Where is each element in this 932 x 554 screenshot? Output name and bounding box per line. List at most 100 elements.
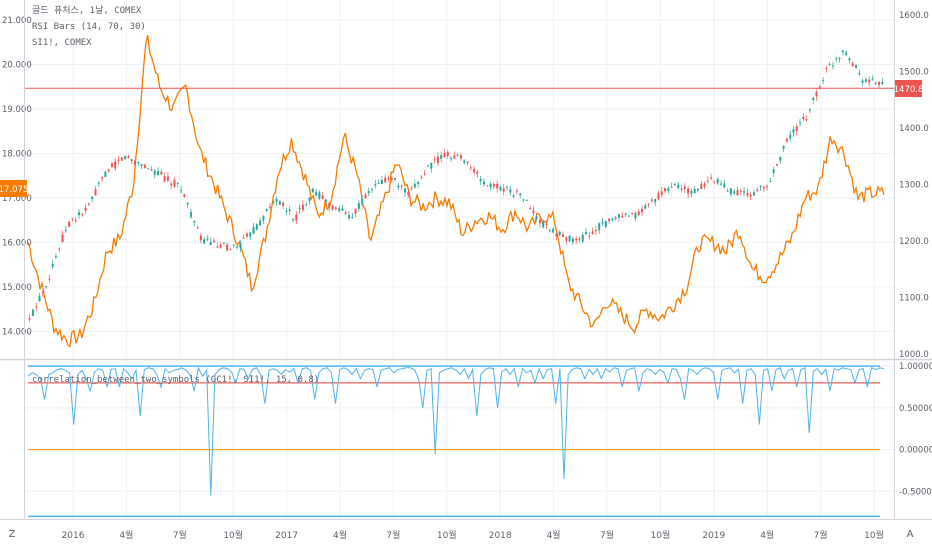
gold-candle	[776, 163, 778, 167]
gold-candle	[209, 237, 212, 246]
gold-candle	[496, 180, 499, 193]
gold-candle	[515, 187, 518, 195]
gold-candle	[213, 238, 216, 244]
time-tick-label: 7월	[600, 529, 614, 541]
gold-candle	[555, 232, 558, 241]
indicator-legend[interactable]: correlation_between_two_symbols (GC1!, S…	[32, 375, 319, 385]
gold-candle	[94, 186, 97, 196]
gold-candle	[173, 177, 176, 188]
gold-candle	[143, 163, 146, 169]
gold-candle	[749, 191, 752, 200]
gold-candle	[110, 162, 113, 169]
gold-candle	[397, 183, 400, 190]
gold-candle	[295, 211, 298, 224]
gold-candle	[848, 56, 851, 64]
gold-candle	[344, 210, 347, 215]
gold-candle	[509, 185, 512, 196]
right-axis-tick-label: 1100.0	[899, 294, 929, 304]
gold-candle	[855, 64, 858, 70]
gold-candle	[311, 187, 314, 193]
time-axis[interactable]: 2016 4월 7월 10월 2017 4월 7월 10월 2018 4월 7월 10월 2019 4월 7…	[62, 529, 884, 541]
gold-candle	[134, 160, 136, 167]
gold-candle	[268, 203, 271, 211]
gold-candle	[446, 149, 449, 159]
gold-candle	[407, 189, 410, 198]
gold-candle	[466, 161, 469, 166]
main-pane-background[interactable]	[24, 0, 894, 358]
gold-candle	[459, 153, 462, 161]
gold-candle	[762, 185, 765, 193]
gold-candle	[324, 199, 327, 207]
gold-candle	[371, 187, 374, 194]
gold-candles	[28, 49, 884, 322]
gold-candle	[673, 183, 676, 187]
gold-candle	[430, 162, 433, 173]
gold-candle	[795, 123, 798, 136]
gold-candle	[581, 232, 584, 244]
gold-candle	[532, 206, 535, 216]
time-tick-label: 2017	[275, 531, 298, 541]
right-price-tag-label: 1470.8	[894, 85, 924, 95]
main-price-pane[interactable]: 21.000 20.000 19.000 18.000 17.000 16.000 15.0…	[2, 0, 929, 360]
gold-candle	[726, 188, 729, 192]
gold-candle	[624, 212, 627, 218]
timezone-z-label[interactable]: Z	[9, 529, 16, 540]
time-tick-label: 10월	[864, 529, 884, 541]
gold-candle	[545, 220, 548, 230]
gold-candle	[163, 172, 166, 183]
gold-candle	[670, 182, 673, 188]
gold-candle	[565, 236, 568, 245]
gold-candle	[522, 198, 525, 203]
gold-candle	[278, 199, 281, 205]
gold-candle	[647, 203, 650, 208]
gold-candle	[78, 209, 81, 219]
gold-candle	[818, 84, 821, 90]
gold-candle	[410, 185, 413, 191]
gold-candle	[288, 206, 291, 216]
gold-candle	[677, 181, 680, 190]
gold-candle	[861, 78, 864, 87]
gold-candle	[114, 158, 117, 171]
gold-candle	[591, 227, 594, 235]
gold-candle	[864, 77, 867, 84]
right-price-axis[interactable]: 1600.0 1500.0 1400.0 1300.0 1200.0 1100.0 1000…	[899, 11, 929, 360]
gold-candle	[196, 225, 199, 229]
gold-candle	[374, 179, 377, 189]
gold-candle	[752, 189, 755, 196]
time-tick-label: 7월	[173, 529, 187, 541]
gold-candle	[193, 220, 196, 227]
gold-candle	[456, 153, 459, 157]
gold-candle	[334, 206, 337, 211]
gold-candle	[71, 218, 74, 222]
gold-candle	[380, 175, 383, 185]
gold-candle	[367, 187, 370, 197]
gold-candle	[874, 81, 877, 85]
gold-candle	[881, 78, 884, 86]
time-tick-label: 4월	[333, 529, 347, 541]
main-grid	[24, 0, 894, 358]
gold-candle	[739, 188, 742, 196]
gold-candle	[272, 199, 275, 205]
gold-candle	[733, 188, 736, 196]
gold-candle	[298, 204, 301, 214]
gold-candle	[84, 204, 87, 214]
gold-candle	[871, 75, 874, 81]
auto-scale-a-label[interactable]: A	[907, 529, 914, 540]
gold-candle	[81, 212, 84, 217]
time-tick-label: 10월	[223, 529, 243, 541]
symbol-legend[interactable]: 골드 퓨처스, 1날, COMEX	[32, 4, 142, 16]
gold-candle	[486, 184, 489, 187]
gold-candle	[631, 212, 634, 216]
gold-candle	[361, 194, 364, 207]
gold-candle	[219, 241, 222, 250]
left-price-axis[interactable]: 21.000 20.000 19.000 18.000 17.000 16.000 15.0…	[2, 16, 32, 337]
gold-candle	[387, 175, 390, 183]
rsi-bars-legend[interactable]: RSI Bars (14, 70, 30)	[32, 22, 146, 32]
gold-candle	[308, 197, 311, 205]
compare-symbol-legend[interactable]: SI1!, COMEX	[32, 38, 92, 48]
gold-candle	[680, 184, 683, 193]
